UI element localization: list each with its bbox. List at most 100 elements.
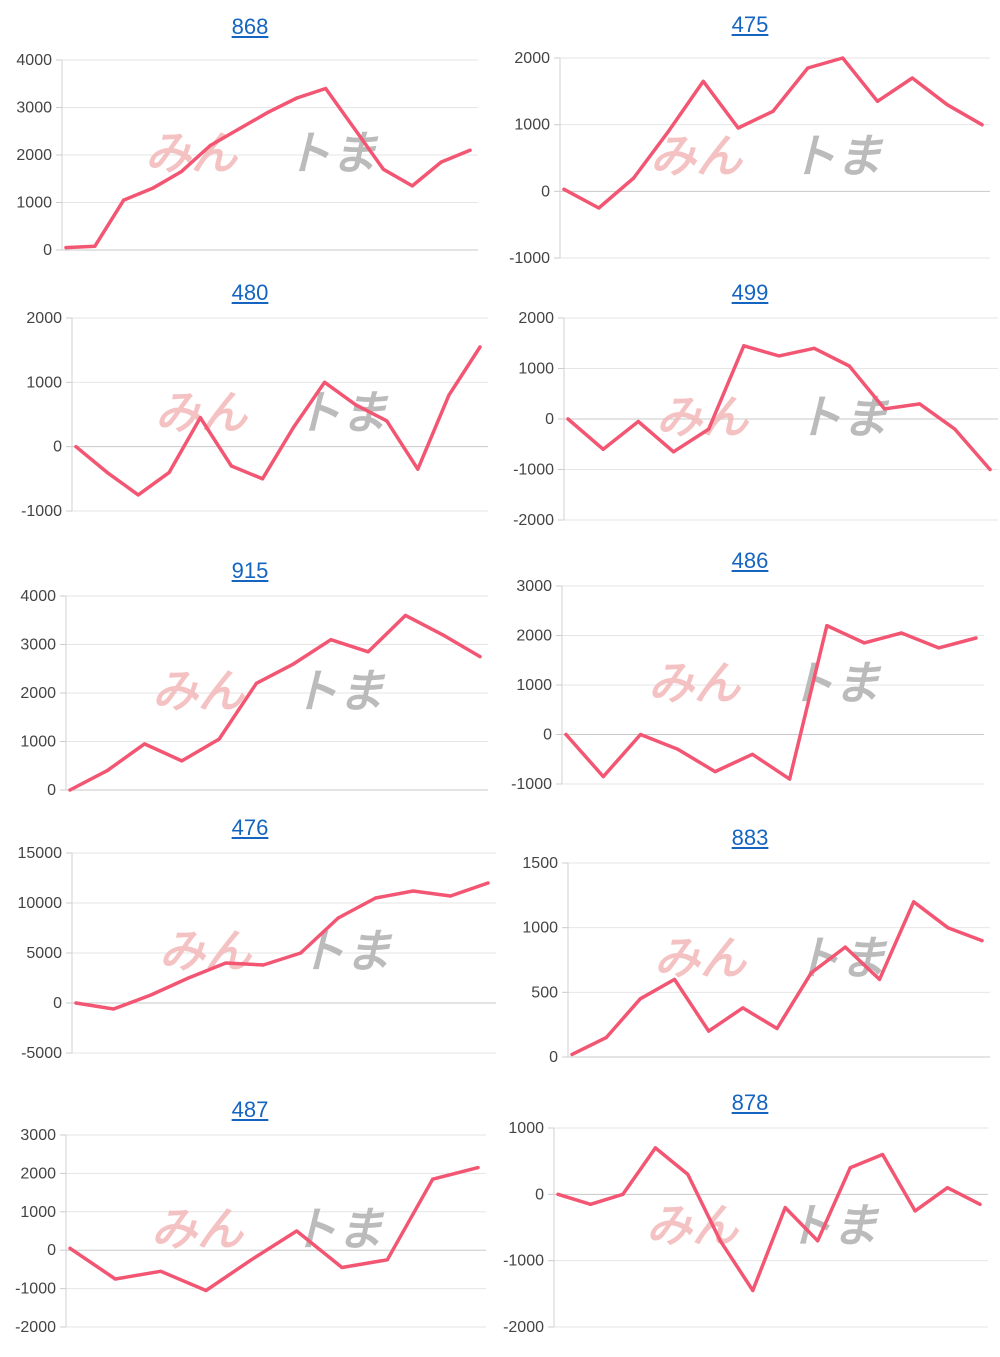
data-point <box>381 167 386 171</box>
svg-text:トま: トま <box>788 656 882 710</box>
y-tick-label: 1000 <box>516 677 552 694</box>
svg-text:トま: トま <box>285 126 379 180</box>
data-point <box>937 646 941 650</box>
y-tick-label: 5000 <box>26 945 62 962</box>
y-tick-label: -1000 <box>15 1281 56 1298</box>
data-point <box>809 971 813 975</box>
line-chart: 2000 1000 0 -1000 -2000 みん トま <box>513 310 998 529</box>
svg-text:みん: みん <box>159 924 253 978</box>
data-point <box>324 86 328 91</box>
data-point <box>847 364 851 368</box>
data-point <box>366 650 370 654</box>
y-tick-label: 3000 <box>16 100 52 117</box>
chart-title-link[interactable]: 486 <box>731 548 769 573</box>
line-chart: 2000 1000 0 -1000 みん トま <box>509 50 990 267</box>
data-point <box>336 916 340 920</box>
chart-title-link[interactable]: 475 <box>731 12 769 37</box>
data-point <box>266 110 270 114</box>
data-point <box>149 993 153 997</box>
data-point <box>564 732 568 737</box>
y-tick-label: 10000 <box>18 895 63 912</box>
y-tick-label: 2000 <box>518 310 554 327</box>
series-line <box>562 56 984 210</box>
data-point <box>74 1001 78 1005</box>
chart-title-link[interactable]: 915 <box>231 558 269 583</box>
y-tick-label: 4000 <box>16 52 52 69</box>
data-point <box>136 493 140 497</box>
y-tick-label: 1000 <box>508 1120 544 1137</box>
line-chart: 1500 1000 500 0 みん トま <box>522 855 990 1066</box>
data-point <box>636 419 640 424</box>
data-point <box>601 774 605 779</box>
data-point <box>736 126 740 130</box>
y-tick-label: 0 <box>549 1049 558 1066</box>
chart-title-link[interactable]: 883 <box>731 825 769 850</box>
svg-text:みん: みん <box>152 664 246 718</box>
data-point <box>180 759 184 763</box>
watermark-logo: みん トま <box>646 1199 880 1253</box>
chart-title-link[interactable]: 878 <box>731 1090 769 1115</box>
svg-text:トま: トま <box>291 1202 385 1256</box>
data-point <box>945 103 949 107</box>
y-tick-label: 1000 <box>514 117 550 134</box>
line-chart: 4000 3000 2000 1000 0 みん トま <box>16 52 478 259</box>
data-point <box>566 417 570 421</box>
data-point <box>411 889 415 893</box>
svg-text:トま: トま <box>299 924 393 978</box>
data-point <box>882 407 887 411</box>
data-point <box>713 770 717 774</box>
y-tick-label: -1000 <box>513 462 554 479</box>
data-point <box>122 198 126 202</box>
data-point <box>486 881 490 885</box>
watermark-logo: みん トま <box>152 664 386 718</box>
y-tick-label: 1000 <box>16 195 52 212</box>
data-point <box>912 900 916 904</box>
data-point <box>877 977 882 981</box>
chart-panel: 915 4000 3000 2000 1000 0 みん トま <box>0 558 500 818</box>
data-point <box>707 427 711 431</box>
data-point <box>299 951 303 955</box>
svg-text:みん: みん <box>654 931 748 985</box>
chart-title-link[interactable]: 499 <box>731 280 769 305</box>
y-tick-label: -1000 <box>511 776 552 793</box>
chart-title-link[interactable]: 480 <box>231 280 269 305</box>
data-point <box>686 1172 690 1177</box>
data-point <box>707 1029 711 1033</box>
y-tick-label: 0 <box>47 782 56 799</box>
y-tick-label: 0 <box>543 727 552 744</box>
series-line <box>68 1165 480 1293</box>
series-line <box>74 345 482 497</box>
series-line <box>566 344 992 472</box>
y-tick-label: -2000 <box>503 1319 544 1336</box>
data-point <box>946 926 950 930</box>
chart-title-link[interactable]: 476 <box>231 815 269 840</box>
data-point <box>260 477 265 481</box>
y-tick-label: 500 <box>531 984 558 1001</box>
y-tick-label: 2000 <box>16 147 52 164</box>
data-point <box>142 742 147 746</box>
chart-title-link[interactable]: 487 <box>231 1097 269 1122</box>
data-point <box>632 176 636 180</box>
data-point <box>249 1258 253 1262</box>
data-point <box>974 636 978 640</box>
chart-title-link[interactable]: 868 <box>231 14 269 39</box>
svg-text:みん: みん <box>145 126 239 180</box>
y-tick-label: 3000 <box>516 578 552 595</box>
chart-panel: 476 15000 10000 5000 0 -5000 みん トま <box>0 815 500 1075</box>
data-point <box>93 244 97 248</box>
data-point <box>385 1258 389 1262</box>
series-line <box>556 1146 982 1293</box>
data-point <box>224 961 228 965</box>
data-point <box>323 380 327 384</box>
data-point <box>261 963 265 967</box>
data-point <box>562 187 566 191</box>
y-tick-label: 0 <box>535 1186 544 1203</box>
data-point <box>237 127 241 131</box>
data-point <box>742 344 746 348</box>
y-tick-label: 0 <box>53 995 62 1012</box>
y-tick-label: 1000 <box>522 920 558 937</box>
data-point <box>448 894 453 898</box>
data-point <box>352 127 357 131</box>
data-point <box>718 1239 722 1243</box>
